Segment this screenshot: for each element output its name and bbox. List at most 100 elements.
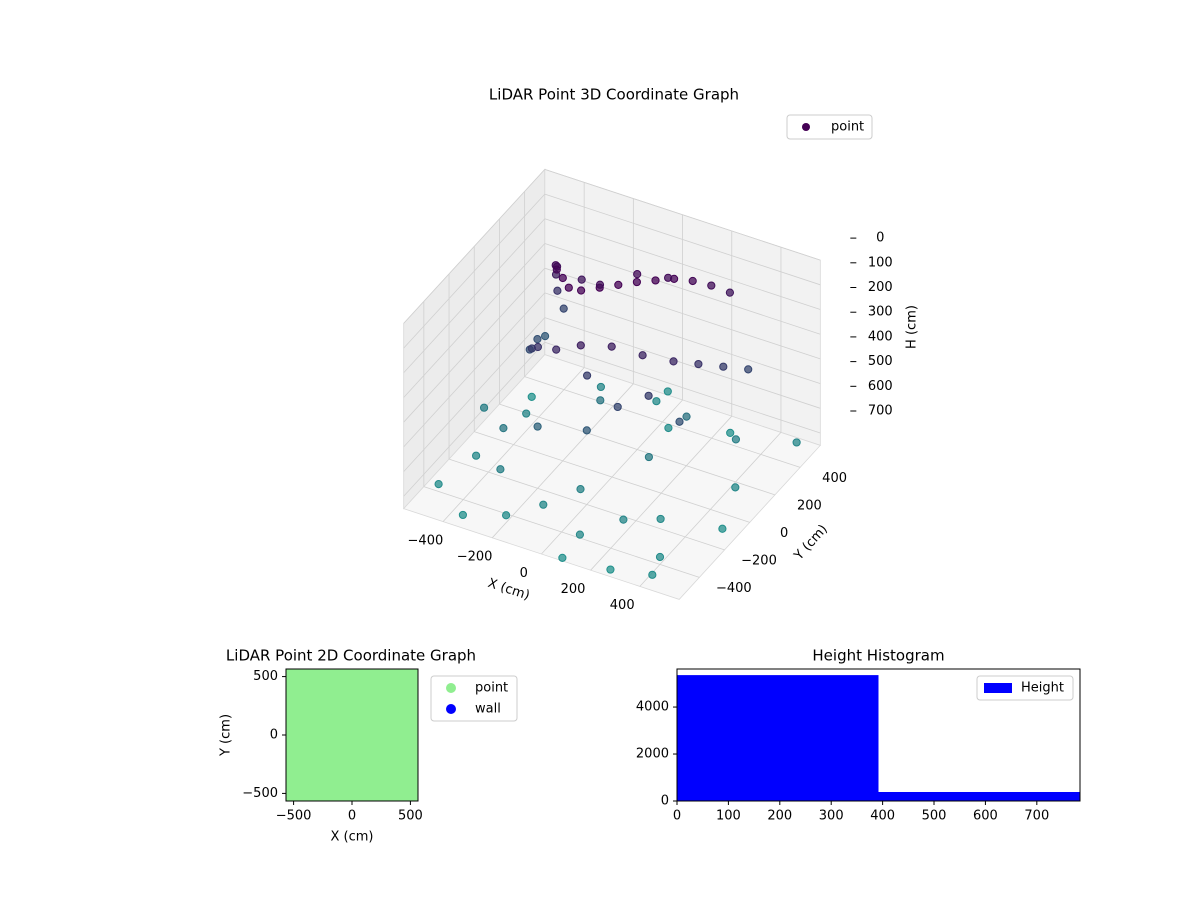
legend-marker — [446, 704, 456, 714]
point — [323, 682, 358, 717]
point — [744, 365, 753, 374]
z-tick-label: 300 — [868, 305, 893, 320]
y-tick-label: 4000 — [636, 700, 669, 715]
legend-marker — [802, 123, 810, 131]
point — [299, 706, 334, 741]
point — [564, 283, 573, 292]
chart-title: LiDAR Point 2D Coordinate Graph — [226, 647, 476, 665]
point — [651, 276, 660, 285]
grid-line — [403, 218, 546, 374]
point — [472, 451, 481, 460]
point — [558, 273, 567, 283]
grid-line — [499, 403, 776, 496]
z-tick-label: 500 — [868, 354, 893, 369]
grid-line — [544, 193, 821, 286]
y-tick-label: 0 — [661, 794, 669, 809]
point — [323, 729, 358, 764]
y-tick-label: 0 — [780, 526, 788, 541]
x-tick-label: 100 — [716, 809, 741, 824]
grid-line — [403, 342, 546, 497]
point — [576, 485, 585, 494]
point — [688, 276, 697, 286]
z-tick-label: 200 — [868, 280, 893, 295]
point — [575, 530, 585, 539]
point — [726, 428, 735, 438]
point — [323, 706, 358, 741]
point — [370, 706, 405, 741]
x-tick-label: 700 — [1024, 809, 1049, 824]
legend-label: wall — [475, 702, 501, 717]
point — [576, 341, 585, 350]
point — [370, 682, 405, 717]
point — [323, 753, 358, 788]
grid-line — [403, 292, 546, 448]
point — [638, 351, 647, 360]
point — [541, 332, 550, 341]
point — [633, 270, 642, 279]
point — [299, 682, 334, 717]
x-tick-label: 0 — [348, 809, 356, 824]
grid-line — [544, 218, 821, 310]
point — [614, 280, 623, 289]
point — [731, 435, 741, 444]
point — [607, 342, 616, 351]
x-tick-label: 600 — [973, 809, 998, 824]
grid-line — [544, 267, 821, 360]
point — [496, 465, 505, 474]
grid-line — [403, 243, 546, 398]
points — [286, 669, 418, 801]
point — [656, 514, 665, 524]
point — [370, 729, 405, 764]
point — [675, 417, 684, 426]
point — [648, 570, 657, 579]
y-axis-label: Y (cm) — [219, 714, 234, 757]
x-tick-label: −200 — [457, 550, 493, 565]
y-tick-label: 400 — [822, 471, 847, 486]
point — [346, 753, 381, 788]
point — [539, 500, 548, 509]
point — [596, 382, 606, 392]
x-tick-label: 200 — [561, 582, 586, 597]
y-tick-label: −200 — [741, 554, 777, 569]
point — [559, 304, 568, 313]
z-tick-label: 700 — [868, 404, 893, 419]
z-tick-label: 0 — [876, 231, 884, 246]
grid-line — [544, 292, 821, 384]
x-tick-label: 0 — [520, 566, 528, 581]
point — [533, 422, 542, 431]
point — [346, 706, 381, 741]
grid-line — [544, 243, 821, 335]
point — [458, 510, 467, 520]
point — [652, 397, 661, 406]
legend-label: Height — [1021, 681, 1064, 696]
point — [725, 288, 735, 297]
chart-title: Height Histogram — [812, 647, 944, 665]
grid-line — [544, 317, 821, 409]
point — [502, 511, 511, 520]
point — [393, 669, 418, 694]
grid-line — [524, 376, 801, 468]
point — [299, 729, 334, 764]
x-tick-label: 200 — [767, 809, 792, 824]
legend-box — [786, 114, 873, 140]
y-tick-label: 200 — [797, 499, 822, 514]
point — [552, 265, 561, 274]
point — [606, 565, 615, 574]
point — [533, 342, 543, 352]
point — [718, 524, 727, 533]
point — [707, 281, 716, 290]
bar — [878, 792, 1080, 801]
legend-box — [430, 675, 518, 722]
point — [582, 426, 591, 435]
grid-line — [423, 486, 700, 578]
y-tick-label: −400 — [716, 581, 752, 596]
point — [527, 392, 536, 401]
point — [299, 753, 334, 788]
point — [370, 753, 405, 788]
point — [792, 438, 801, 447]
point — [533, 335, 542, 344]
y-axis-label: Y (cm) — [791, 522, 831, 564]
z-tick-label: 600 — [868, 379, 893, 394]
x-axis-label: X (cm) — [331, 830, 374, 845]
point — [434, 479, 443, 489]
